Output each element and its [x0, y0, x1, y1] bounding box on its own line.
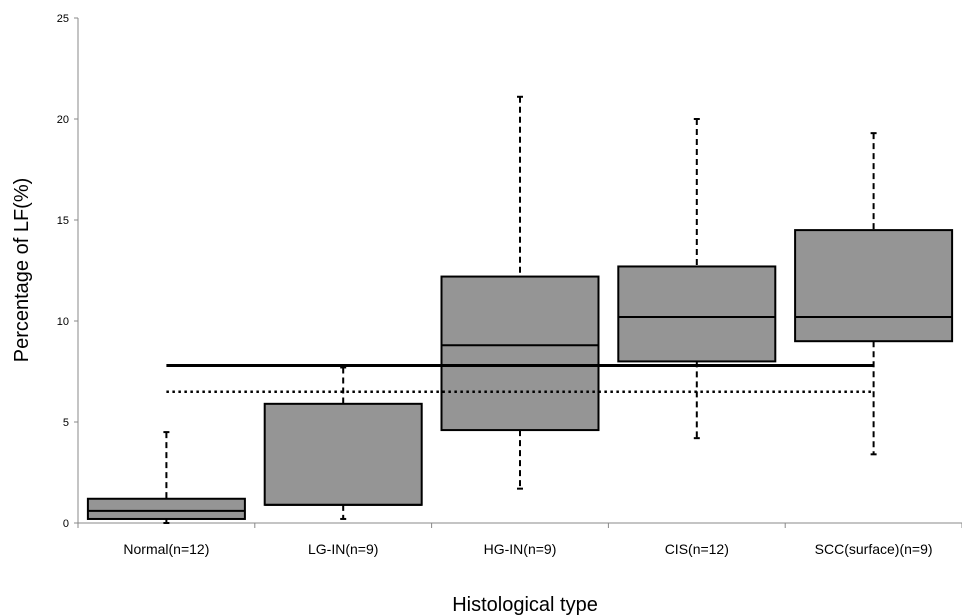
x-tick-label: HG-IN(n=9)	[484, 541, 557, 557]
y-tick-label: 15	[57, 215, 69, 227]
x-axis-label: Histological type	[452, 594, 598, 616]
axes	[74, 17, 962, 528]
y-tick-label: 20	[57, 114, 69, 126]
whiskers	[163, 95, 877, 524]
x-tick-label: SCC(surface)(n=9)	[815, 541, 933, 557]
box-iqr	[86, 497, 246, 520]
boxes	[86, 229, 954, 520]
y-axis-label: Percentage of LF(%)	[11, 178, 33, 363]
y-tick-label: 5	[63, 417, 69, 429]
x-tick-label: CIS(n=12)	[665, 541, 729, 557]
y-tick-label: 10	[57, 316, 69, 328]
box-iqr	[794, 229, 954, 343]
box-iqr	[617, 265, 777, 363]
y-tick-label: 25	[57, 13, 69, 25]
box-iqr	[263, 402, 423, 506]
box-iqr	[440, 275, 600, 432]
y-tick-label: 0	[63, 518, 69, 530]
x-tick-label: Normal(n=12)	[123, 541, 209, 557]
labels: 0 5 10 15 20 25 Normal(n=12) LG-IN(n=9) HG-IN(n=…	[57, 13, 933, 557]
x-tick-label: LG-IN(n=9)	[308, 541, 378, 557]
reference-lines	[166, 363, 874, 393]
